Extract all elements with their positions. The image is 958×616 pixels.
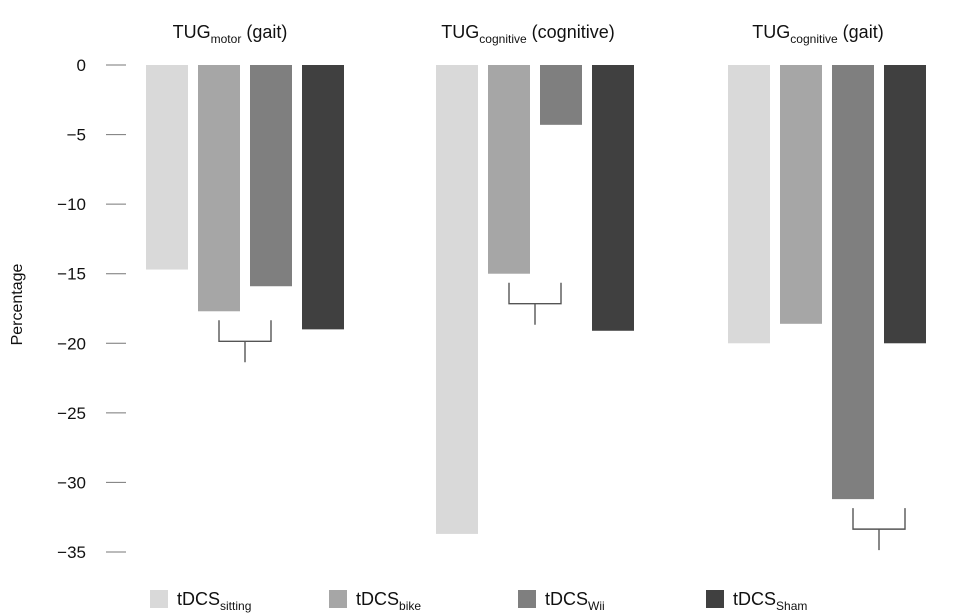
bar-sham-group-2 (592, 65, 634, 331)
y-tick-label: −30 (57, 473, 86, 492)
legend-label-wii: tDCSWii (545, 589, 605, 613)
significance-bracket (508, 282, 562, 325)
y-tick-label: −35 (57, 543, 86, 562)
y-tick-label: 0 (77, 56, 86, 75)
bar-sitting-group-1 (146, 65, 188, 270)
y-tick-label: −25 (57, 404, 86, 423)
significance-bracket (852, 508, 906, 551)
bar-sitting-group-3 (728, 65, 770, 344)
bar-bike-group-1 (198, 65, 240, 312)
y-tick-label: −20 (57, 334, 86, 353)
bar-wii-group-1 (250, 65, 292, 287)
bar-sham-group-1 (302, 65, 344, 330)
y-tick-label: −10 (57, 195, 86, 214)
y-tick-label: −5 (67, 126, 86, 145)
group-title: TUGcognitive (gait) (752, 22, 883, 46)
legend-swatch-sitting (150, 590, 168, 608)
bar-sitting-group-2 (436, 65, 478, 534)
legend-swatch-wii (518, 590, 536, 608)
legend-label-sitting: tDCSsitting (177, 589, 251, 613)
legend-label-sham: tDCSSham (733, 589, 807, 613)
bar-bike-group-2 (488, 65, 530, 274)
bar-bike-group-3 (780, 65, 822, 324)
significance-bracket (218, 320, 272, 363)
bar-wii-group-2 (540, 65, 582, 125)
legend-swatch-bike (329, 590, 347, 608)
bar-wii-group-3 (832, 65, 874, 500)
legend-swatch-sham (706, 590, 724, 608)
bar-sham-group-3 (884, 65, 926, 344)
y-axis-label: Percentage (9, 263, 26, 345)
group-title: TUGcognitive (cognitive) (441, 22, 614, 46)
group-title: TUGmotor (gait) (173, 22, 288, 46)
y-tick-label: −15 (57, 265, 86, 284)
legend-label-bike: tDCSbike (356, 589, 421, 613)
